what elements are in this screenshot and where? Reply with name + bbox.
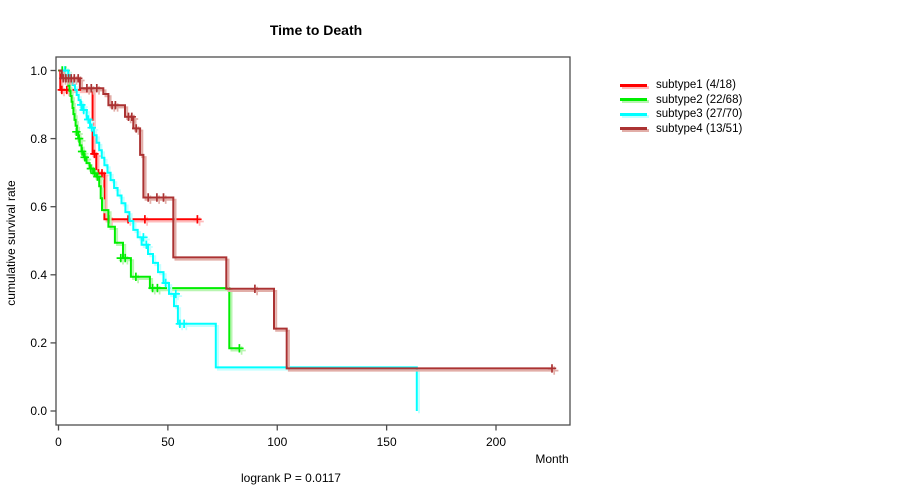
- legend-item-subtype4: subtype4 (13/51): [620, 122, 742, 137]
- legend-label: subtype1 (4/18): [656, 79, 736, 91]
- legend-label: subtype2 (22/68): [656, 93, 743, 106]
- y-tick-label: 0.6: [30, 199, 47, 214]
- legend-line-swatch: [620, 83, 647, 87]
- x-axis-label: Month: [535, 452, 569, 466]
- chart-title: Time to Death: [269, 22, 363, 38]
- y-tick-label: 0.8: [30, 131, 47, 146]
- y-axis-label: cumulative survival rate: [4, 180, 18, 306]
- x-tick-label: 100: [267, 435, 288, 449]
- x-tick-label: 50: [161, 435, 175, 449]
- legend-line-swatch: [620, 98, 647, 102]
- censor-marks-subtype4: [59, 74, 557, 373]
- legend-line-swatch: [620, 127, 647, 131]
- legend-label: subtype3 (27/70): [656, 108, 743, 120]
- legend-line-swatch: [620, 112, 647, 116]
- y-tick-label: 0.0: [30, 404, 47, 418]
- plot-box: [55, 56, 571, 426]
- logrank-p-note: logrank P = 0.0117: [241, 471, 341, 485]
- legend-item-subtype2: subtype2 (22/68): [620, 93, 742, 108]
- legend-item-subtype3: subtype3 (27/70): [620, 107, 742, 122]
- legend-label: subtype4 (13/51): [656, 122, 743, 135]
- x-tick-label: 150: [376, 435, 397, 449]
- y-tick-label: 0.4: [30, 267, 47, 282]
- y-tick-label: 1.0: [30, 63, 47, 78]
- x-tick-label: 0: [55, 435, 62, 449]
- legend-item-subtype1: subtype1 (4/18): [620, 78, 736, 93]
- km-curve-subtype2-shadow: [60, 71, 242, 352]
- y-tick-label: 0.2: [30, 335, 47, 350]
- x-tick-label: 200: [485, 435, 507, 449]
- censor-marks-subtype3: [60, 66, 189, 328]
- km-curve-subtype3: [58, 69, 418, 411]
